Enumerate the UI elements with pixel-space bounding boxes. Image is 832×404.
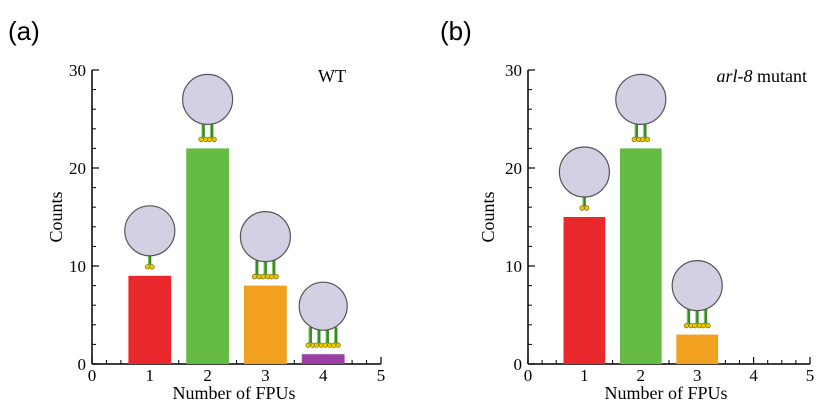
vesicle-icon-2 <box>182 73 234 142</box>
fpu-foot <box>198 136 204 142</box>
fpu-foot <box>683 323 690 329</box>
x-tick-label: 5 <box>806 366 815 385</box>
panel-a-marks: 0 10 20 30 0 1 2 3 4 5 <box>69 61 385 385</box>
y-tick-label: 30 <box>69 61 86 80</box>
y-tick-label: 10 <box>505 257 522 276</box>
fpu-foot <box>314 342 320 348</box>
bar-1 <box>128 275 172 364</box>
vesicle-icon-1 <box>124 205 176 270</box>
y-tick-label: 20 <box>69 159 86 178</box>
panel-b-label: (b) <box>440 16 472 46</box>
panel-a-label: (a) <box>8 16 40 46</box>
fpu-foot <box>705 323 711 329</box>
panel-b-ylabel: Counts <box>478 191 498 242</box>
panel-a-ylabel: Counts <box>46 191 66 242</box>
fpu-foot <box>206 136 213 142</box>
y-tick-label: 0 <box>514 355 523 374</box>
fpu-foot <box>640 136 646 142</box>
y-tick-label: 30 <box>505 61 522 80</box>
x-tick-label: 5 <box>377 366 386 385</box>
fpu-foot <box>273 274 279 280</box>
x-tick-label: 2 <box>637 366 646 385</box>
fpu-foot <box>331 342 337 348</box>
vesicle-icon-3 <box>671 260 723 329</box>
vesicle <box>182 73 234 126</box>
vesicle <box>298 281 348 331</box>
vesicle <box>239 211 291 263</box>
panel-a-annotation: WT <box>318 66 346 86</box>
fpu-foot <box>269 274 275 280</box>
vesicle <box>558 146 611 198</box>
bar-1 <box>563 217 606 364</box>
panel-a-xlabel: Number of FPUs <box>172 383 295 403</box>
x-tick-label: 3 <box>693 366 702 385</box>
x-tick-label: 4 <box>749 366 758 385</box>
x-tick-label: 1 <box>580 366 589 385</box>
x-tick-label: 0 <box>88 366 97 385</box>
fpu-foot <box>700 323 707 329</box>
fpu-foot <box>644 136 650 142</box>
bar-3 <box>244 285 287 364</box>
fpu-foot <box>631 136 637 142</box>
x-tick-label: 0 <box>524 366 533 385</box>
x-tick-label: 3 <box>261 366 270 385</box>
vesicle <box>671 260 723 312</box>
bar-2 <box>186 148 229 364</box>
vesicle-icon-1 <box>558 146 611 211</box>
vesicle-icon-3 <box>239 211 291 280</box>
y-tick-label: 0 <box>78 355 87 374</box>
fpu-foot <box>260 274 266 280</box>
panel-a: (a) WT Number of FPUs Counts 0 10 20 30 0 1 2 3… <box>8 16 385 403</box>
fpu-foot <box>579 205 585 211</box>
panel-b: (b) arl-8 mutant Number of FPUs Counts 0… <box>440 16 814 403</box>
vesicle <box>124 205 176 257</box>
bar-2 <box>619 148 662 364</box>
fpu-foot <box>584 205 590 211</box>
y-tick-label: 10 <box>69 257 86 276</box>
panel-b-xlabel: Number of FPUs <box>604 383 727 403</box>
x-tick-label: 4 <box>319 366 328 385</box>
panel-b-annotation: arl-8 mutant <box>717 66 808 86</box>
bar-4 <box>301 354 345 364</box>
bar-3 <box>676 334 719 364</box>
fpu-foot <box>252 274 258 280</box>
panel-b-marks: 0 10 20 30 0 1 2 3 4 5 <box>505 61 814 385</box>
fpu-foot <box>335 342 341 348</box>
x-tick-label: 1 <box>146 366 155 385</box>
vesicle-icon-4 <box>298 281 348 348</box>
vesicle-icon-2 <box>615 73 667 142</box>
fpu-foot <box>211 136 217 142</box>
fpu-foot <box>322 342 328 348</box>
fpu-foot <box>144 264 151 270</box>
fpu-foot <box>692 323 698 329</box>
fpu-foot <box>305 342 311 348</box>
fpu-foot <box>149 264 155 270</box>
x-tick-label: 2 <box>203 366 212 385</box>
y-tick-label: 20 <box>505 159 522 178</box>
vesicle <box>615 73 667 126</box>
